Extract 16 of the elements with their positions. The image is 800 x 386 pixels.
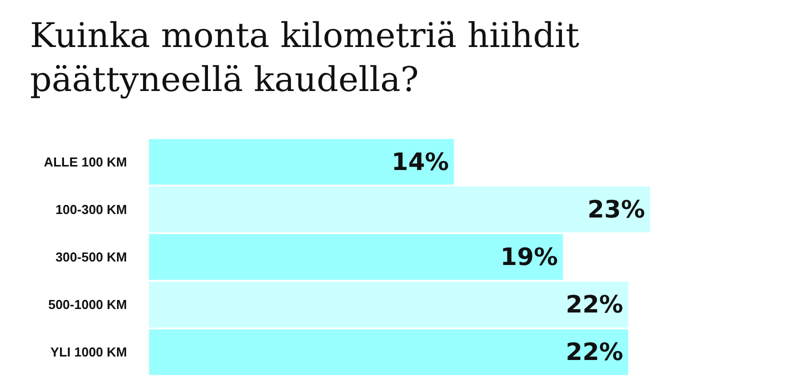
y-tick-label: 500-1000 KM <box>48 297 127 312</box>
data-label: 14% <box>392 148 449 176</box>
data-label: 23% <box>588 195 645 224</box>
bar <box>149 186 650 232</box>
data-label: 22% <box>566 290 624 319</box>
data-label: 22% <box>566 338 624 366</box>
y-tick-label: 300-500 KM <box>55 250 127 264</box>
bar <box>149 234 563 280</box>
bar <box>149 282 628 328</box>
chart-title: Kuinka monta kilometriä hiihdit päättyneellä kaudella? <box>30 15 580 102</box>
bar <box>149 329 628 376</box>
bar <box>149 138 454 185</box>
data-label: 19% <box>500 243 558 271</box>
y-tick-label: ALLE 100 KM <box>44 154 127 170</box>
y-tick-label: 100-300 KM <box>55 202 127 217</box>
y-tick-label: YLI 1000 KM <box>50 344 127 360</box>
